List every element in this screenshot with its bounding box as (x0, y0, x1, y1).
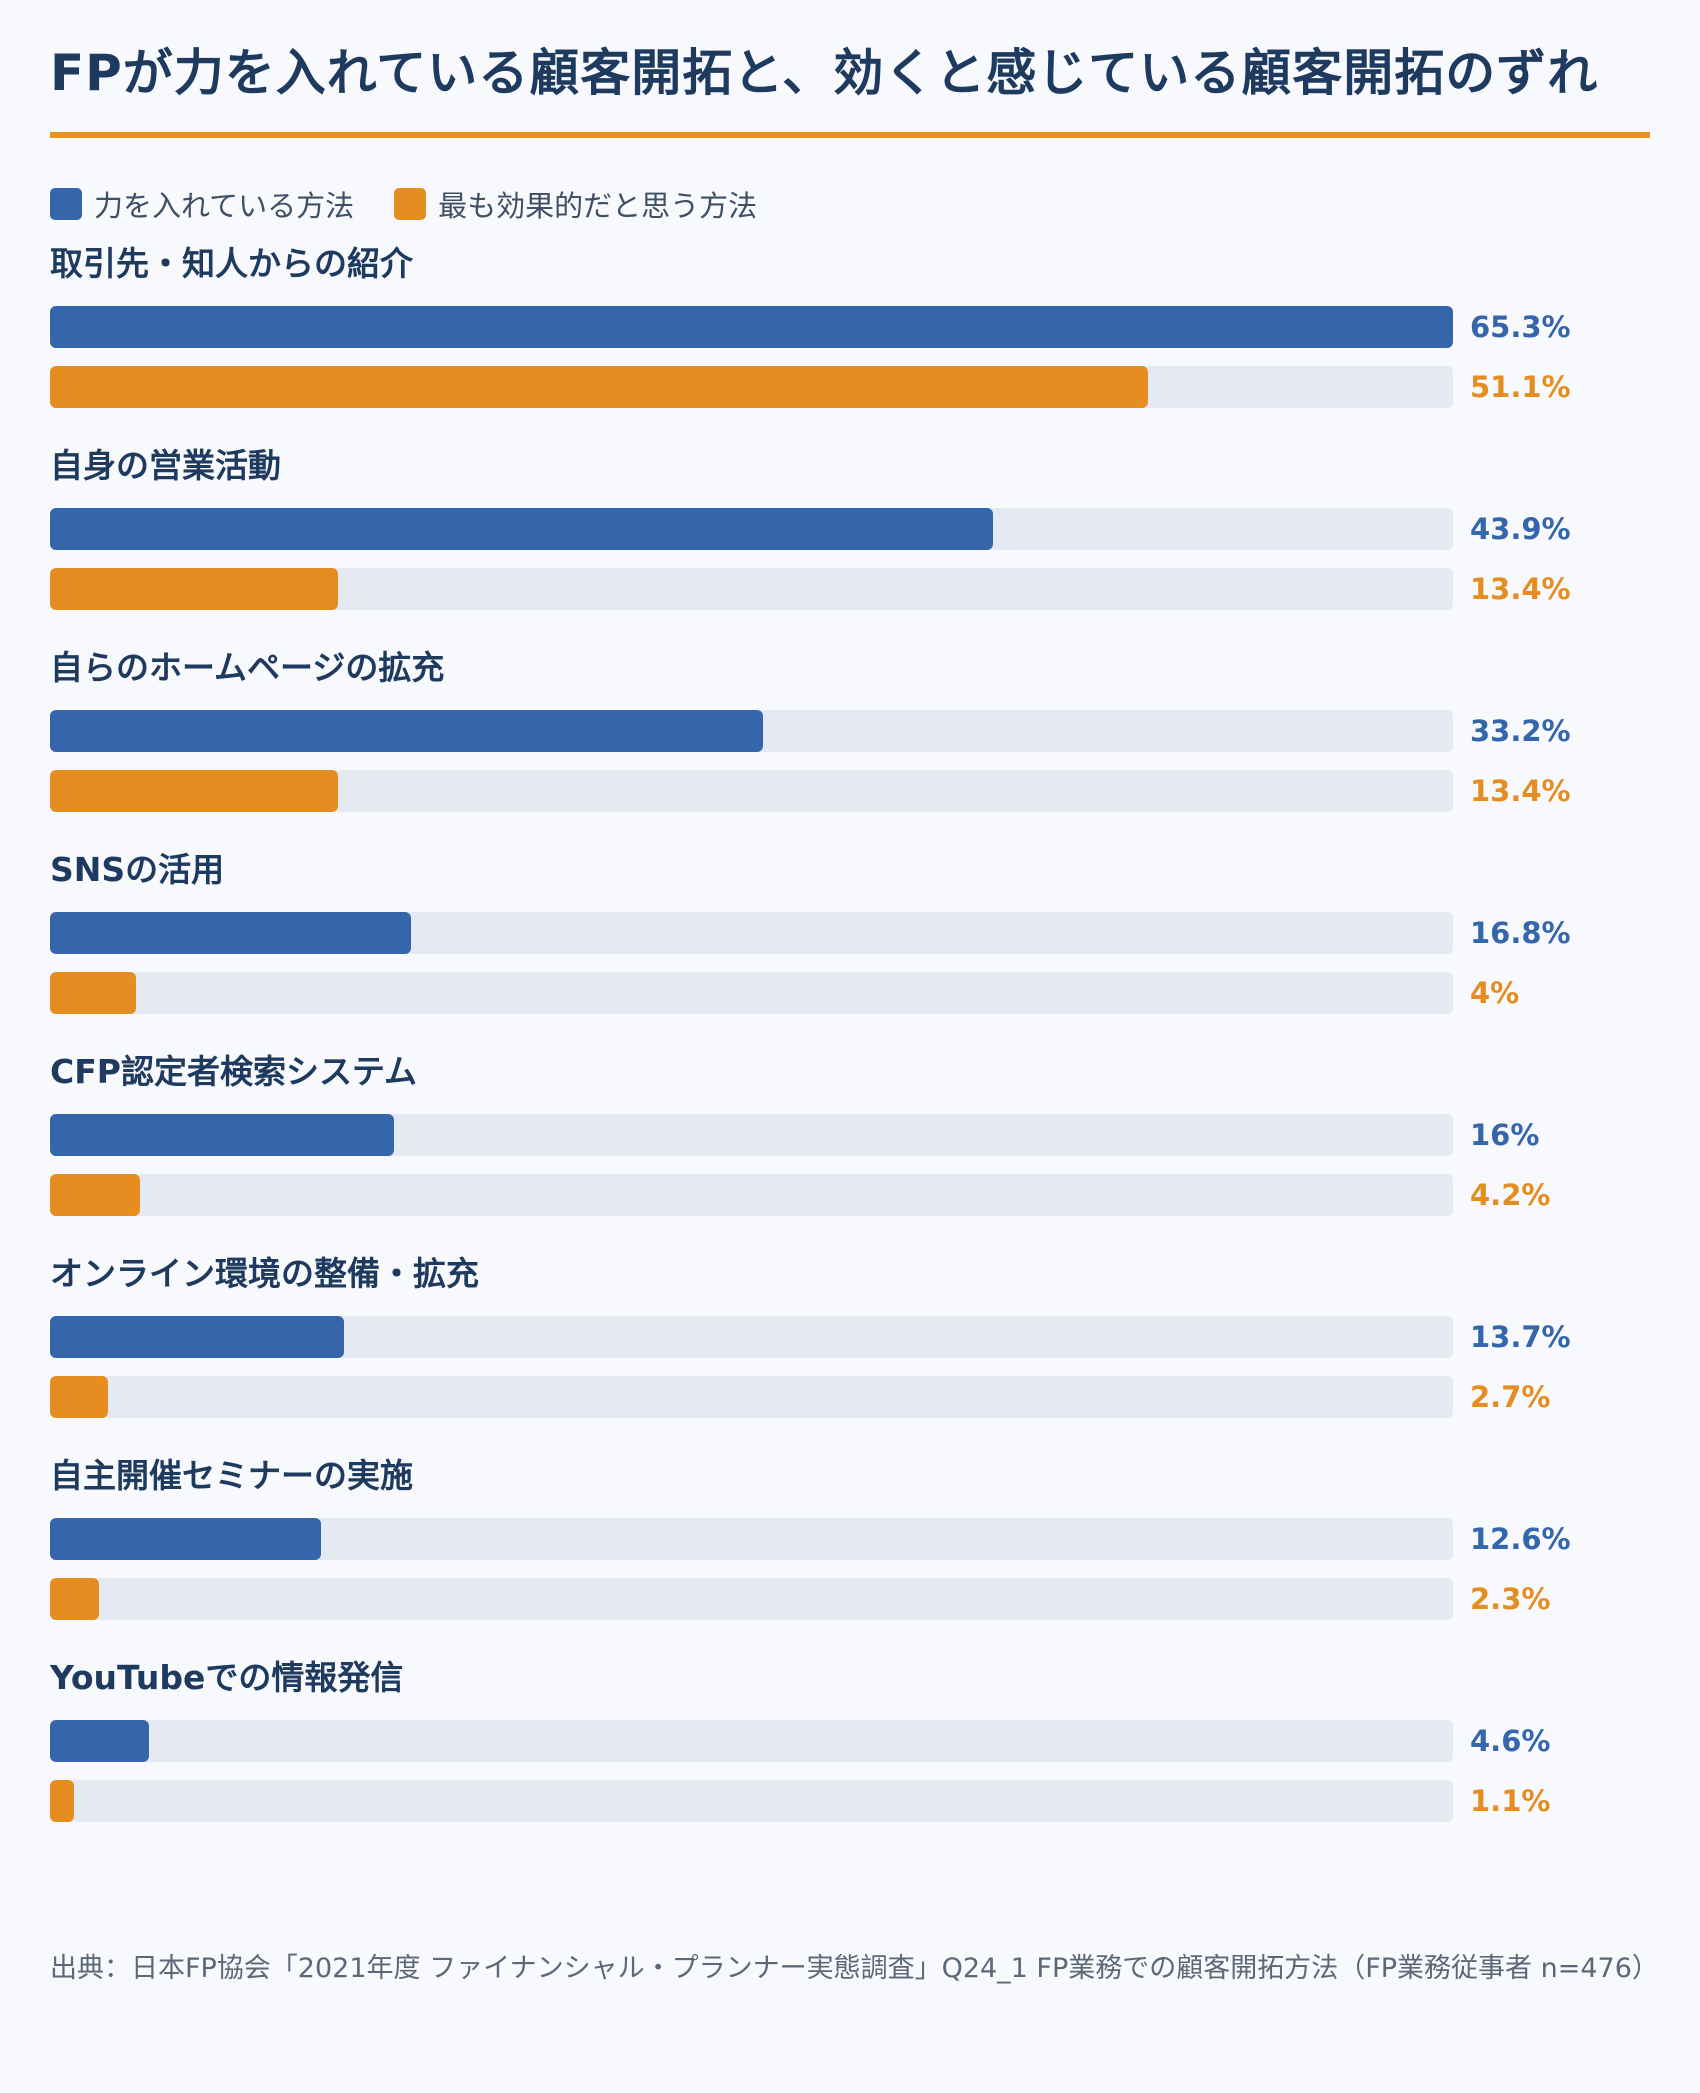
bar-row: 33.2% (50, 710, 1650, 752)
data-label: 13.4% (1470, 572, 1571, 606)
bar-track (50, 1174, 1453, 1216)
data-label: 4.6% (1470, 1724, 1551, 1758)
bar-row: 4.2% (50, 1174, 1650, 1216)
bar-track (50, 306, 1453, 348)
category-label: 自身の営業活動 (50, 446, 281, 485)
category-group: オンライン環境の整備・拡充 13.7% 2.7% (50, 1252, 1650, 1454)
data-label: 16.8% (1470, 916, 1571, 950)
bar (50, 1174, 140, 1216)
category-label: CFP認定者検索システム (50, 1052, 417, 1091)
bar-row: 2.7% (50, 1376, 1650, 1418)
data-label: 2.3% (1470, 1582, 1551, 1616)
bar (50, 912, 411, 954)
category-group: SNSの活用 16.8% 4% (50, 848, 1650, 1050)
bar (50, 1780, 74, 1822)
category-group: 自らのホームページの拡充 33.2% 13.4% (50, 646, 1650, 848)
data-label: 13.7% (1470, 1320, 1571, 1354)
bar-row: 16% (50, 1114, 1650, 1156)
bar-track (50, 1578, 1453, 1620)
bar-track (50, 1376, 1453, 1418)
bar (50, 1518, 321, 1560)
category-label: SNSの活用 (50, 850, 225, 889)
data-label: 51.1% (1470, 370, 1571, 404)
data-label: 33.2% (1470, 714, 1571, 748)
legend-label-series1: 力を入れている方法 (94, 189, 355, 223)
bar-track (50, 1316, 1453, 1358)
bar-row: 4% (50, 972, 1650, 1014)
legend-swatch-series1 (50, 188, 82, 220)
bar (50, 710, 763, 752)
data-label: 1.1% (1470, 1784, 1551, 1818)
bar-row: 65.3% (50, 306, 1650, 348)
bar-row: 13.4% (50, 770, 1650, 812)
bar-row: 13.7% (50, 1316, 1650, 1358)
bar (50, 366, 1148, 408)
category-group: 自主開催セミナーの実施 12.6% 2.3% (50, 1454, 1650, 1656)
category-label: 自主開催セミナーの実施 (50, 1456, 413, 1495)
data-label: 2.7% (1470, 1380, 1551, 1414)
bar-row: 43.9% (50, 508, 1650, 550)
legend: 力を入れている方法 最も効果的だと思う方法 (50, 183, 1650, 225)
bar (50, 972, 136, 1014)
category-group: 取引先・知人からの紹介 65.3% 51.1% (50, 242, 1650, 444)
data-label: 4.2% (1470, 1178, 1551, 1212)
data-label: 12.6% (1470, 1522, 1571, 1556)
bar (50, 1114, 394, 1156)
bar-track (50, 1720, 1453, 1762)
category-label: YouTubeでの情報発信 (50, 1658, 404, 1697)
legend-swatch-series2 (394, 188, 427, 220)
category-group: CFP認定者検索システム 16% 4.2% (50, 1050, 1650, 1252)
source-note: 出典：日本FP協会「2021年度 ファイナンシャル・プランナー実態調査」Q24_… (50, 1953, 1659, 1984)
data-label: 43.9% (1470, 512, 1571, 546)
data-label: 16% (1470, 1118, 1540, 1152)
legend-item-series2: 最も効果的だと思う方法 (394, 183, 757, 225)
category-label: オンライン環境の整備・拡充 (50, 1254, 479, 1293)
bar-track (50, 508, 1453, 550)
bar-track (50, 710, 1453, 752)
bar-row: 51.1% (50, 366, 1650, 408)
bar-track (50, 972, 1453, 1014)
category-label: 自らのホームページの拡充 (50, 648, 445, 687)
bar (50, 1376, 108, 1418)
bar-track (50, 1780, 1453, 1822)
data-label: 13.4% (1470, 774, 1571, 808)
bar (50, 568, 338, 610)
bar-track (50, 568, 1453, 610)
category-group: 自身の営業活動 43.9% 13.4% (50, 444, 1650, 646)
category-label: 取引先・知人からの紹介 (50, 244, 413, 283)
bar (50, 508, 993, 550)
chart-title: FPが力を入れている顧客開拓と、効くと感じている顧客開拓のずれ (50, 44, 1599, 102)
bar (50, 306, 1453, 348)
data-label: 65.3% (1470, 310, 1571, 344)
data-label: 4% (1470, 976, 1520, 1010)
category-group: YouTubeでの情報発信 4.6% 1.1% (50, 1656, 1650, 1858)
bar-track (50, 1518, 1453, 1560)
legend-label-series2: 最も効果的だと思う方法 (438, 189, 758, 223)
bar (50, 1316, 344, 1358)
bar-row: 12.6% (50, 1518, 1650, 1560)
bar-track (50, 770, 1453, 812)
bar-groups: 取引先・知人からの紹介 65.3% 51.1% 自身の営業活動 43.9% 13.4% 自ら… (50, 242, 1650, 1858)
bar-row: 13.4% (50, 568, 1650, 610)
bar-track (50, 366, 1453, 408)
bar (50, 1578, 99, 1620)
bar-row: 4.6% (50, 1720, 1650, 1762)
legend-item-series1: 力を入れている方法 (50, 183, 354, 225)
bar-row: 16.8% (50, 912, 1650, 954)
bar-track (50, 912, 1453, 954)
bar-track (50, 1114, 1453, 1156)
bar-row: 1.1% (50, 1780, 1650, 1822)
bar (50, 1720, 149, 1762)
bar (50, 770, 338, 812)
title-underline (50, 132, 1650, 138)
bar-row: 2.3% (50, 1578, 1650, 1620)
